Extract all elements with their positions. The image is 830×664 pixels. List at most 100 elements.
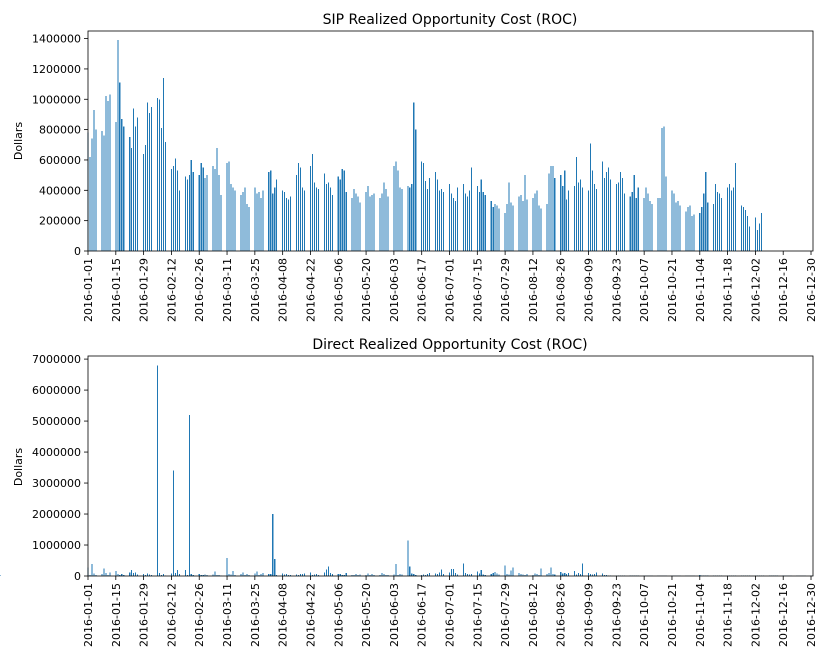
bar — [740, 205, 743, 251]
y-tick-label: 2000000 — [32, 508, 81, 521]
x-tick-label: 2016-07-01 — [444, 583, 457, 647]
bar — [399, 574, 401, 576]
bar — [393, 574, 395, 576]
bar — [186, 179, 188, 251]
bar — [429, 573, 431, 576]
bar — [327, 566, 329, 576]
bar — [186, 575, 188, 576]
bar — [172, 166, 174, 251]
y-tick-label: 400000 — [39, 184, 81, 197]
bar — [192, 575, 194, 576]
bar — [121, 119, 123, 251]
bar — [315, 574, 317, 576]
bar — [290, 196, 292, 251]
bar — [395, 564, 397, 576]
bar — [158, 572, 161, 576]
bar — [284, 574, 286, 576]
bar — [423, 163, 425, 251]
x-tick-label: 2016-09-09 — [583, 583, 596, 647]
bar — [665, 176, 667, 251]
bar — [151, 106, 153, 251]
bar — [232, 187, 234, 251]
bar — [659, 197, 661, 251]
bar — [133, 108, 135, 251]
bar — [299, 574, 302, 576]
bar — [192, 172, 194, 251]
bar — [675, 202, 677, 251]
bar — [387, 196, 389, 251]
bar — [560, 571, 562, 576]
x-tick-label: 2016-07-29 — [499, 258, 512, 322]
y-tick-label: 5000000 — [32, 415, 81, 428]
bar — [512, 205, 514, 251]
bar — [482, 191, 484, 251]
x-tick-label: 2016-04-08 — [277, 583, 290, 647]
bar — [369, 575, 371, 576]
bar — [367, 573, 369, 576]
bar — [385, 188, 387, 251]
bar — [260, 197, 262, 251]
bar — [107, 100, 109, 251]
bar — [387, 575, 389, 576]
bar — [137, 574, 139, 576]
bar — [311, 153, 313, 251]
bar — [715, 184, 717, 251]
bar — [443, 573, 445, 576]
x-tick-label: 2016-01-01 — [82, 258, 95, 322]
bar — [202, 167, 204, 251]
bar — [337, 176, 339, 251]
bar — [701, 207, 703, 251]
bar — [178, 190, 180, 251]
x-tick-label: 2016-10-07 — [638, 583, 651, 647]
bar — [534, 193, 536, 251]
bar — [492, 207, 494, 251]
bar — [226, 163, 228, 251]
bar — [448, 572, 451, 576]
bar — [323, 173, 325, 251]
bar — [228, 574, 230, 576]
x-tick-label: 2016-03-25 — [249, 583, 262, 647]
y-tick-label: 200000 — [39, 215, 81, 228]
bar — [341, 169, 343, 251]
bar — [145, 144, 147, 251]
bar — [248, 207, 250, 251]
bar — [437, 179, 439, 251]
bar — [564, 170, 566, 251]
bar — [685, 211, 687, 251]
bar — [232, 571, 234, 576]
x-tick-label: 2016-01-29 — [138, 258, 151, 322]
bar — [456, 187, 458, 251]
bar — [742, 207, 745, 251]
bar — [147, 573, 149, 576]
x-tick-label: 2016-12-02 — [749, 583, 762, 647]
bar — [268, 172, 270, 251]
bar — [301, 187, 304, 251]
bar — [601, 573, 603, 576]
bar — [379, 197, 381, 251]
bar — [699, 213, 701, 251]
bar — [645, 187, 647, 251]
bar — [288, 574, 290, 576]
bar — [603, 178, 605, 251]
bar — [746, 216, 748, 251]
bar — [174, 572, 176, 576]
bar — [448, 184, 451, 251]
bar — [643, 197, 645, 251]
bar — [546, 203, 548, 251]
bar — [532, 197, 534, 251]
bar — [615, 184, 617, 251]
bar — [254, 187, 256, 251]
plot-frame — [87, 355, 814, 577]
bar — [506, 574, 508, 576]
bar — [206, 575, 208, 576]
bar — [329, 573, 331, 576]
bar — [623, 193, 625, 251]
bar — [411, 184, 413, 251]
bar — [270, 170, 272, 251]
bar — [149, 112, 151, 252]
x-tick-label: 2016-06-03 — [388, 258, 401, 322]
y-tick-label: 3000000 — [32, 477, 81, 490]
bar — [216, 574, 218, 576]
bar — [228, 161, 230, 251]
bar — [562, 573, 564, 576]
